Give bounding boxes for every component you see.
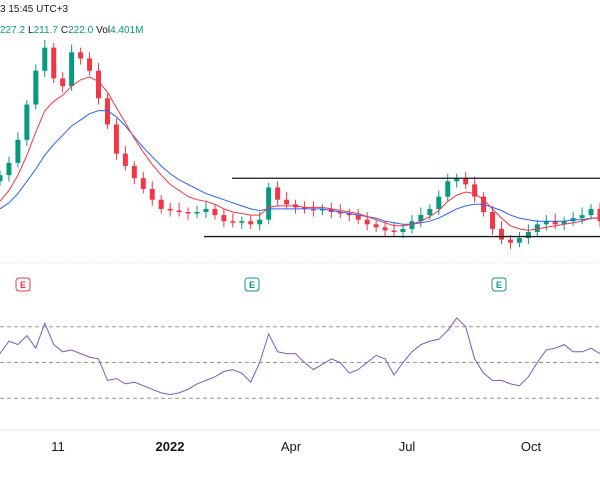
candle-body [257,219,263,225]
candle-body [194,212,200,214]
candle-body [140,178,146,189]
candle-body [212,208,218,216]
candle-body [346,213,352,216]
candle-body [445,181,451,197]
candle-body [319,208,325,211]
candle-body [561,221,567,225]
candle-body [525,231,531,239]
ohlc-legend: 227.2 L211.7 C222.0 Vol4.401M [0,25,146,36]
header-timestamp: 3 15:45 UTC+3 [0,4,69,15]
candle-body [78,52,84,59]
earnings-badge-2-label: E [249,280,255,290]
candle-body [552,221,558,225]
volume-value: 4.401M [110,25,144,36]
candle-body [131,165,137,179]
candles [0,40,600,249]
earnings-badge-1-label: E [20,280,26,290]
candle-body [382,227,388,231]
candle-body [113,124,119,154]
candle-body [104,98,110,125]
candle-body [301,207,307,209]
candle-body [0,175,3,182]
candle-body [15,139,21,163]
candle-body [33,70,39,105]
candle-body [436,196,442,209]
indicator-lines [0,76,600,231]
candle-body [239,221,245,223]
candle-body [597,208,600,222]
low-value: 211.7 [33,25,58,36]
candle-body [87,58,93,71]
candle-body [427,208,433,216]
x-tick-label: Oct [521,439,542,454]
candle-body [543,221,549,225]
candle-body [579,215,585,219]
candle-body [364,219,370,225]
x-tick-label: Apr [281,439,302,454]
candle-body [337,212,343,214]
candle-body [185,212,191,214]
candle-body [454,178,460,182]
volume-label: Vol [96,25,111,36]
earnings-badge-3[interactable]: E [491,277,507,292]
earnings-badge-1[interactable]: E [15,277,31,292]
candle-body [588,208,594,216]
candle-body [490,212,496,229]
candle-body [373,224,379,228]
candle-body [310,208,316,211]
candle-body [498,228,504,240]
candle-body [221,215,227,222]
candle-body [284,199,290,205]
x-tick-label: 2022 [156,439,185,454]
rsi-line [0,317,600,396]
candle-body [42,47,48,71]
ohlc-tail-value: 227.2 [0,25,26,36]
earnings-badge-3-label: E [496,280,502,290]
candle-body [203,208,209,212]
candle-body [60,78,66,87]
earnings-badge-2[interactable]: E [244,277,260,292]
rsi-indicator [0,317,600,396]
x-tick-label: 11 [51,439,65,454]
candle-body [391,230,397,232]
candle-body [248,221,254,225]
x-tick-label: Jul [399,439,416,454]
close-label: C [60,25,69,36]
candle-body [96,70,102,99]
candle-body [534,224,540,232]
candle-body [409,221,415,229]
candle-body [230,221,236,223]
candle-body [463,178,469,185]
low-label: L [28,25,34,36]
candle-body [516,238,522,243]
candle-body [507,239,513,243]
candle-body [275,187,281,200]
close-value: 222.0 [68,25,94,36]
time-axis[interactable]: 11 2022 Apr Jul Oct [51,439,541,454]
candle-body [24,104,30,140]
candle-body [51,47,57,79]
candle-body [122,153,128,166]
rsi-guide-lines [0,326,600,399]
ma-slow-line [0,110,600,225]
candle-body [418,215,424,222]
candle-body [176,210,182,212]
candle-body [266,187,272,220]
candle-body [355,215,361,220]
candle-body [69,52,75,87]
horizontal-levels[interactable] [204,177,600,238]
candle-body [472,184,478,197]
candle-body [6,162,12,176]
candle-body [400,228,406,232]
candle-body [158,199,164,209]
ma-fast-line [0,76,600,231]
candle-body [167,208,173,211]
candle-body [149,188,155,200]
